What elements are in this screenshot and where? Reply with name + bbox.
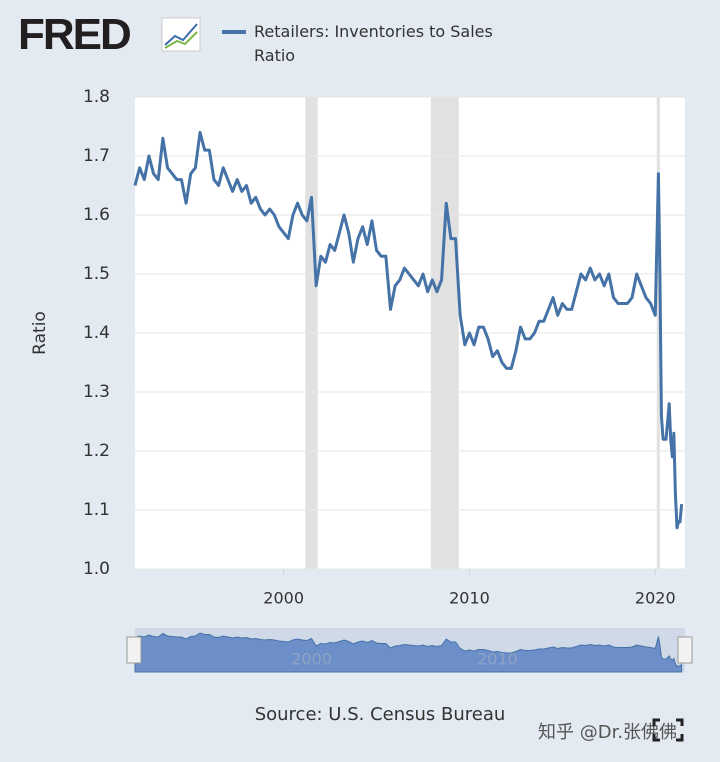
- y-axis-label: Ratio: [30, 311, 50, 355]
- y-tick-label: 1.3: [83, 382, 110, 402]
- x-tick-label: 2010: [449, 589, 490, 608]
- y-tick-label: 1.5: [83, 264, 110, 284]
- y-tick-label: 1.1: [83, 500, 110, 520]
- legend-text: Retailers: Inventories to Sales Ratio: [254, 22, 493, 65]
- logo-icon: [161, 17, 201, 52]
- navigator-area: [134, 632, 683, 673]
- x-tick-label: 2020: [635, 589, 676, 608]
- y-tick-label: 1.0: [83, 559, 110, 579]
- navigator-tick-label: 2000: [291, 650, 332, 669]
- source: Source: U.S. Census Bureau: [255, 704, 506, 725]
- fullscreen-icon[interactable]: [652, 718, 684, 742]
- x-tick-label: 2000: [263, 589, 304, 608]
- navigator-tick-label: 2010: [477, 650, 518, 669]
- navigator-handle[interactable]: [677, 636, 693, 664]
- y-tick-label: 1.4: [83, 323, 110, 343]
- y-tick-label: 1.6: [83, 205, 110, 225]
- data-line: [133, 130, 684, 530]
- navigator-handle[interactable]: [126, 636, 142, 664]
- logo: FRED: [18, 10, 132, 59]
- y-tick-label: 1.7: [83, 146, 110, 166]
- watermark: 知乎 @Dr.张佛佛: [538, 722, 677, 743]
- y-tick-label: 1.2: [83, 441, 110, 461]
- y-tick-label: 1.8: [83, 87, 110, 107]
